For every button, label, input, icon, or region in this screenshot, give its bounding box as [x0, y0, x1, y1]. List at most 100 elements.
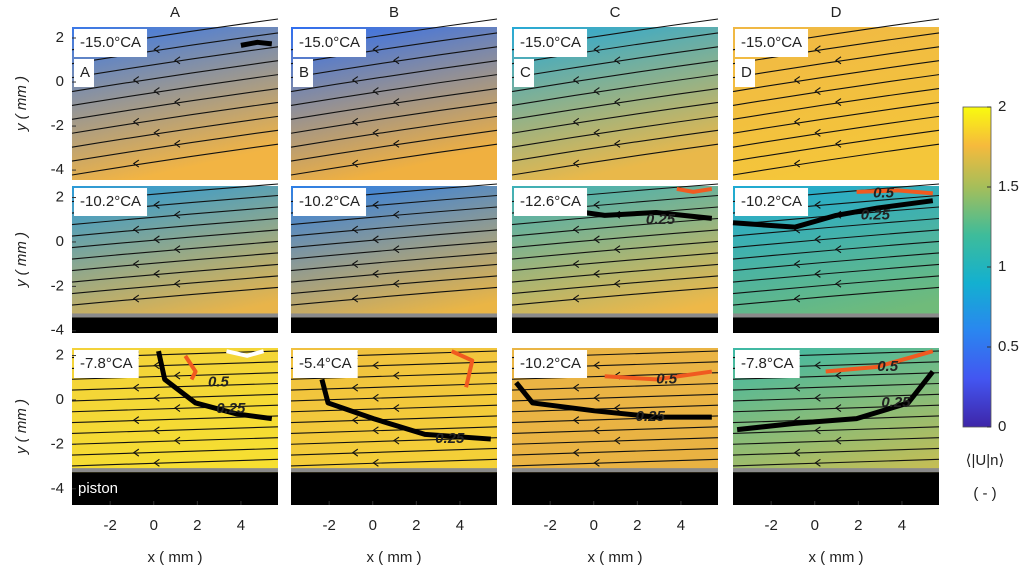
arrowhead	[593, 426, 600, 435]
contour	[736, 370, 935, 433]
arrowhead	[351, 225, 359, 234]
arrowhead	[814, 45, 821, 54]
arrowhead	[132, 159, 140, 168]
x-tick-label: -2	[543, 517, 556, 534]
streamline	[71, 252, 279, 272]
arrowhead	[793, 294, 801, 303]
y-axis-label: y ( mm )	[13, 76, 30, 132]
arrowhead	[351, 76, 359, 85]
arrowhead	[593, 87, 600, 96]
crank-angle-label: -5.4°CA	[299, 355, 352, 372]
arrowhead	[393, 371, 400, 380]
streamline	[71, 263, 279, 283]
x-tick-label: -2	[103, 517, 116, 534]
arrowhead	[132, 448, 140, 457]
streamline	[71, 101, 279, 134]
arrowhead	[351, 294, 359, 303]
streamline	[290, 32, 498, 65]
y-tick-label: -4	[51, 322, 64, 339]
column-title: D	[831, 4, 842, 21]
crank-angle-label: -7.8°CA	[741, 355, 794, 372]
streamline	[71, 286, 279, 306]
streamline	[71, 206, 279, 226]
contour-label: 0.25	[435, 430, 465, 447]
arrowhead	[132, 383, 140, 392]
arrowhead	[153, 426, 160, 435]
crank-angle-label: -10.2°CA	[520, 355, 581, 372]
piston-edge	[291, 313, 497, 318]
arrowhead	[572, 448, 580, 457]
arrowhead	[593, 200, 600, 209]
crank-angle-label: -10.2°CA	[741, 193, 802, 210]
y-tick-label: -4	[51, 480, 64, 497]
x-tick-label: 4	[677, 517, 685, 534]
piston	[72, 472, 278, 505]
arrowhead	[132, 225, 140, 234]
streamline	[290, 415, 498, 424]
streamline	[290, 393, 498, 402]
colorbar-tick-label: 2	[998, 98, 1006, 115]
streamline	[290, 458, 498, 467]
column-title: C	[610, 4, 621, 21]
arrowhead	[814, 426, 821, 435]
arrowhead	[174, 98, 181, 107]
label-box	[514, 29, 588, 57]
piston	[72, 317, 278, 333]
arrowhead	[174, 210, 181, 219]
arrowhead	[393, 210, 400, 219]
arrowhead	[572, 260, 580, 268]
panel-letter: A	[80, 64, 90, 81]
arrowhead	[814, 87, 821, 96]
contour	[240, 39, 273, 48]
arrowhead	[153, 45, 160, 54]
label-box	[293, 350, 358, 378]
arrowhead	[372, 393, 379, 402]
streamline	[71, 74, 279, 106]
contour	[183, 354, 198, 381]
streamline	[511, 115, 719, 148]
arrowhead	[614, 98, 621, 107]
arrowhead	[351, 383, 359, 392]
x-tick-label: -2	[764, 517, 777, 534]
streamline	[290, 263, 498, 283]
contour-label: 0.5	[877, 358, 899, 375]
arrowhead	[351, 117, 359, 126]
crank-angle-label: -12.6°CA	[520, 193, 581, 210]
arrowhead	[174, 404, 181, 412]
streamline	[511, 263, 719, 283]
streamline	[511, 447, 719, 456]
arrowhead	[393, 98, 400, 107]
piston	[733, 472, 939, 505]
arrowhead	[372, 426, 379, 435]
arrowhead	[593, 458, 600, 467]
label-box	[74, 350, 139, 378]
arrowhead	[393, 139, 400, 148]
y-tick-label: -2	[51, 277, 64, 294]
arrowhead	[814, 393, 821, 402]
arrowhead	[793, 117, 801, 126]
arrowhead	[372, 458, 379, 467]
x-tick-label: 0	[811, 517, 819, 534]
streamline	[732, 101, 940, 134]
streamline	[511, 88, 719, 120]
label-box	[514, 188, 588, 216]
panel-letter: D	[741, 64, 752, 81]
streamline	[732, 382, 940, 391]
arrowhead	[835, 245, 842, 254]
streamline	[511, 229, 719, 249]
colorbar-tick-label: 1	[998, 258, 1006, 275]
arrowhead	[835, 371, 842, 380]
contour	[156, 350, 273, 422]
crank-angle-label: -7.8°CA	[80, 355, 133, 372]
streamline	[732, 46, 940, 79]
arrowhead	[153, 200, 160, 209]
streamline	[71, 240, 279, 260]
piston-edge	[733, 468, 939, 473]
x-tick-label: 2	[633, 517, 641, 534]
arrowhead	[593, 128, 600, 137]
label-box	[735, 188, 809, 216]
piston-edge	[512, 468, 718, 473]
streamline	[71, 46, 279, 79]
arrowhead	[572, 76, 580, 85]
